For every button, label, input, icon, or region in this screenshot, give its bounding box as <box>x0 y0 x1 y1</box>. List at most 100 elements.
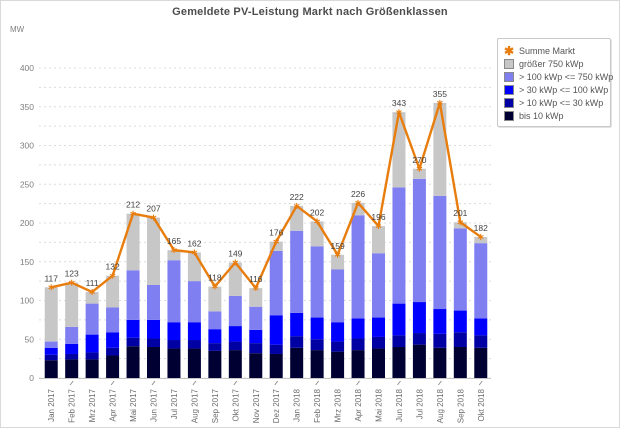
bar-segment <box>85 352 99 360</box>
legend-item-label: > 10 kWp <= 30 kWp <box>519 97 604 108</box>
bar-segment <box>187 252 201 282</box>
bar-segment <box>351 338 365 351</box>
data-label: 162 <box>187 238 201 248</box>
bar-segment <box>85 303 99 335</box>
bar-segment <box>65 282 79 327</box>
legend-color-swatch <box>504 110 514 121</box>
bar-segment <box>187 340 201 349</box>
bar-segment <box>474 347 488 378</box>
bar-segment <box>474 318 488 336</box>
chart-title: Gemeldete PV-Leistung Markt nach Größenk… <box>172 6 448 18</box>
legend-color-swatch <box>504 58 514 69</box>
x-axis-label: Aug 2017 <box>190 388 199 423</box>
bar-segment <box>249 306 263 330</box>
bar-segment <box>44 341 58 348</box>
bar-segment <box>228 326 242 342</box>
x-axis-label: Sep 2017 <box>211 388 220 423</box>
bar-segment <box>85 291 99 304</box>
y-axis-tick-label: 50 <box>25 334 35 344</box>
data-label: 226 <box>351 189 365 199</box>
bar-segment <box>392 335 406 347</box>
data-label: 117 <box>44 273 58 283</box>
bar-segment <box>147 347 160 378</box>
bar-segment <box>412 168 426 179</box>
y-axis-tick-label: 0 <box>29 373 34 383</box>
legend-item: > 30 kWp <= 100 kWp <box>504 83 608 96</box>
bar-segment <box>433 333 447 348</box>
bar-segment <box>228 262 242 296</box>
bar-segment <box>44 287 58 342</box>
bar-segment <box>310 221 324 247</box>
bar-segment <box>147 338 160 347</box>
summe-markt-point-marker <box>89 289 96 294</box>
bar-segment <box>290 336 304 348</box>
summe-markt-point-marker <box>314 219 321 224</box>
bar-segment <box>126 270 140 320</box>
bar-segment <box>208 329 222 344</box>
bar-segment <box>392 187 406 304</box>
legend-item: bis 10 kWp <box>504 109 604 122</box>
summe-markt-point-marker <box>171 248 177 253</box>
bar-segment <box>269 241 283 251</box>
y-axis-tick-label: 350 <box>20 102 34 112</box>
bar-segment <box>44 354 58 361</box>
bar-segment <box>331 322 345 342</box>
bar-segment <box>474 236 488 244</box>
x-axis-tick <box>69 380 74 386</box>
x-axis-label: Dez 2017 <box>272 388 281 423</box>
summe-markt-point-marker <box>293 203 300 208</box>
data-label: 132 <box>105 262 119 272</box>
summe-markt-line <box>50 101 482 294</box>
x-axis-label: Apr 2017 <box>109 388 118 421</box>
bar-segment <box>372 226 385 254</box>
bar-segment <box>392 303 406 336</box>
x-axis-tick <box>233 380 238 386</box>
legend-item-label: Summe Markt <box>519 45 576 56</box>
x-axis-tick <box>151 380 156 386</box>
summe-markt-point-marker <box>416 166 423 171</box>
bar-segment <box>126 319 140 338</box>
bar-segment <box>208 343 222 351</box>
bar-segment <box>351 215 365 319</box>
data-label: 202 <box>310 207 324 217</box>
bar-segment <box>228 341 242 351</box>
bar-segment <box>412 344 426 378</box>
summe-markt-point-marker <box>252 286 259 291</box>
x-axis-tick <box>397 380 401 386</box>
bar-segment <box>372 317 385 337</box>
x-axis-label: Feb 2017 <box>68 388 77 422</box>
x-axis-label: Apr 2018 <box>354 388 363 421</box>
bar-segment <box>269 353 283 378</box>
data-label: 207 <box>146 204 160 214</box>
bar-segment <box>106 347 120 356</box>
y-axis-tick-label: 400 <box>20 63 34 73</box>
data-label: 149 <box>228 249 242 259</box>
bar-segment <box>412 333 426 345</box>
bar-segment <box>126 337 140 347</box>
bar-segment <box>228 350 242 378</box>
bar-segment <box>372 253 385 318</box>
bar-segment <box>85 359 99 378</box>
bar-segment <box>228 295 242 327</box>
bar-segment <box>167 322 181 341</box>
bar-segment <box>392 347 406 378</box>
data-label: 111 <box>86 278 99 288</box>
bar-segment <box>310 246 324 318</box>
bar-segment <box>290 347 304 378</box>
bar-segment <box>106 355 120 378</box>
legend-color-swatch <box>504 71 514 82</box>
bar-segment <box>269 344 283 354</box>
bar-segment <box>453 222 467 229</box>
bar-segment <box>208 286 222 312</box>
legend-box: ✱ Summe Markt größer 750 kWp > 100 kWp <= 7… <box>497 38 613 127</box>
bar-segment <box>331 269 345 323</box>
y-axis-tick-label: 100 <box>20 296 34 306</box>
bar-segment <box>474 335 488 348</box>
bar-segment <box>167 348 181 378</box>
data-label: 176 <box>269 228 283 238</box>
bar-segment <box>453 332 467 347</box>
bar-segment <box>249 329 263 344</box>
x-axis-tick <box>274 380 279 386</box>
bar-segment <box>331 341 345 352</box>
